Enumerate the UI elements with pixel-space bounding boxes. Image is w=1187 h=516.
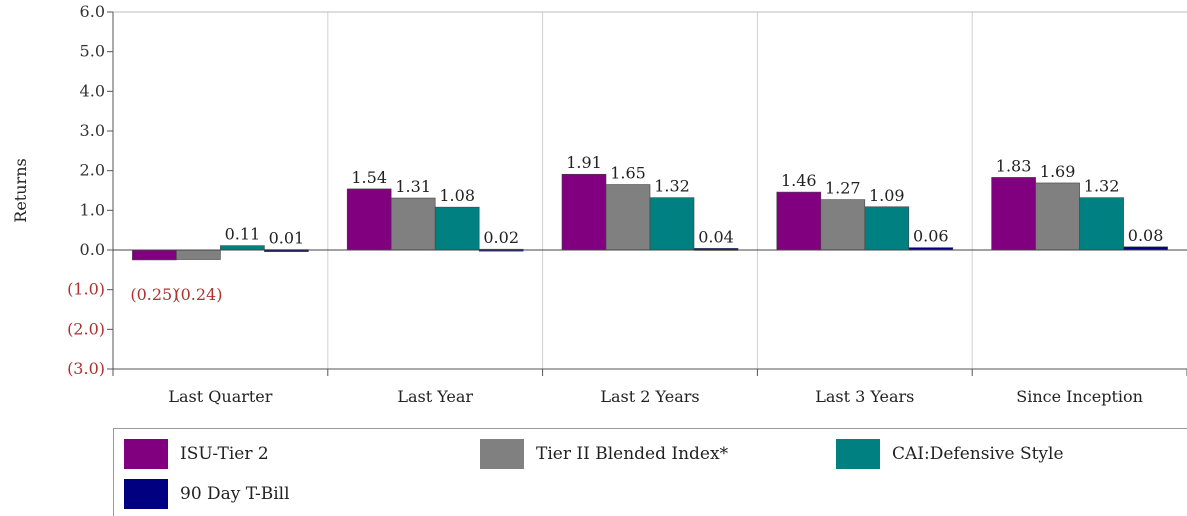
y-tick-label: 2.0	[80, 161, 105, 180]
y-tick-label: (1.0)	[67, 280, 105, 299]
legend-swatch	[124, 479, 168, 509]
legend-label: CAI:Defensive Style	[892, 444, 1064, 464]
legend-item: CAI:Defensive Style	[836, 439, 1064, 469]
x-category-label: Last Year	[397, 387, 473, 406]
bar	[220, 245, 265, 251]
y-axis-title: Returns	[11, 158, 30, 222]
bar	[820, 199, 866, 251]
bar	[605, 184, 651, 251]
data-label: 1.69	[1040, 162, 1076, 181]
legend-swatch	[836, 439, 880, 469]
data-label: 0.06	[913, 227, 949, 246]
y-tick-label: (3.0)	[67, 359, 105, 378]
data-label: 0.02	[483, 228, 519, 247]
bar	[176, 249, 221, 260]
y-tick-label: 3.0	[80, 121, 105, 140]
chart-legend: ISU-Tier 2 Tier II Blended Index* CAI:Defe…	[113, 428, 1187, 516]
y-tick-label: 0.0	[80, 240, 105, 259]
y-tick-label: 4.0	[80, 81, 105, 100]
data-label: 1.91	[566, 153, 602, 172]
data-label: 1.09	[869, 186, 905, 205]
legend-item: Tier II Blended Index*	[480, 439, 728, 469]
data-label: 1.46	[781, 171, 817, 190]
x-category-label: Last Quarter	[168, 387, 272, 406]
data-label: 1.08	[439, 186, 475, 205]
legend-swatch	[480, 439, 524, 469]
legend-label: ISU-Tier 2	[180, 444, 269, 464]
bar	[132, 249, 177, 261]
y-tick-label: 5.0	[80, 42, 105, 61]
legend-item: 90 Day T-Bill	[124, 479, 290, 509]
bar	[864, 206, 910, 251]
data-label: 0.08	[1128, 226, 1164, 245]
y-tick-label: 6.0	[80, 2, 105, 21]
x-category-label: Last 2 Years	[600, 387, 699, 406]
bar	[346, 188, 392, 251]
bar	[434, 206, 480, 251]
legend-item: ISU-Tier 2	[124, 439, 269, 469]
data-label: 1.83	[996, 156, 1032, 175]
returns-bar-chart: 6.0 5.0 4.0 3.0 2.0 1.0 0.0 (1.0) (2.0) (3.0) Retu…	[11, 2, 1187, 406]
data-label: 0.01	[269, 229, 305, 248]
data-label: 1.32	[654, 177, 690, 196]
data-label: 0.11	[225, 225, 261, 244]
data-label: 0.04	[698, 227, 734, 246]
legend-label: 90 Day T-Bill	[180, 484, 290, 504]
data-label: 1.65	[610, 164, 646, 183]
data-label: 1.31	[395, 177, 431, 196]
data-label: (0.25)	[130, 285, 178, 304]
x-category-label: Last 3 Years	[815, 387, 914, 406]
legend-label: Tier II Blended Index*	[536, 444, 729, 464]
bar	[1079, 197, 1124, 251]
legend-swatch	[124, 439, 168, 469]
bar	[649, 197, 695, 251]
bar	[776, 191, 822, 251]
bar	[390, 197, 436, 251]
bar	[991, 177, 1036, 251]
y-tick-label: (2.0)	[67, 319, 105, 338]
data-label: 1.54	[351, 168, 387, 187]
y-tick-label: 1.0	[80, 200, 105, 219]
data-label: (0.24)	[174, 285, 222, 304]
bar	[561, 173, 607, 251]
data-label: 1.27	[825, 179, 861, 198]
x-category-label: Since Inception	[1016, 387, 1143, 406]
bar	[1035, 182, 1080, 251]
data-label: 1.32	[1084, 177, 1120, 196]
